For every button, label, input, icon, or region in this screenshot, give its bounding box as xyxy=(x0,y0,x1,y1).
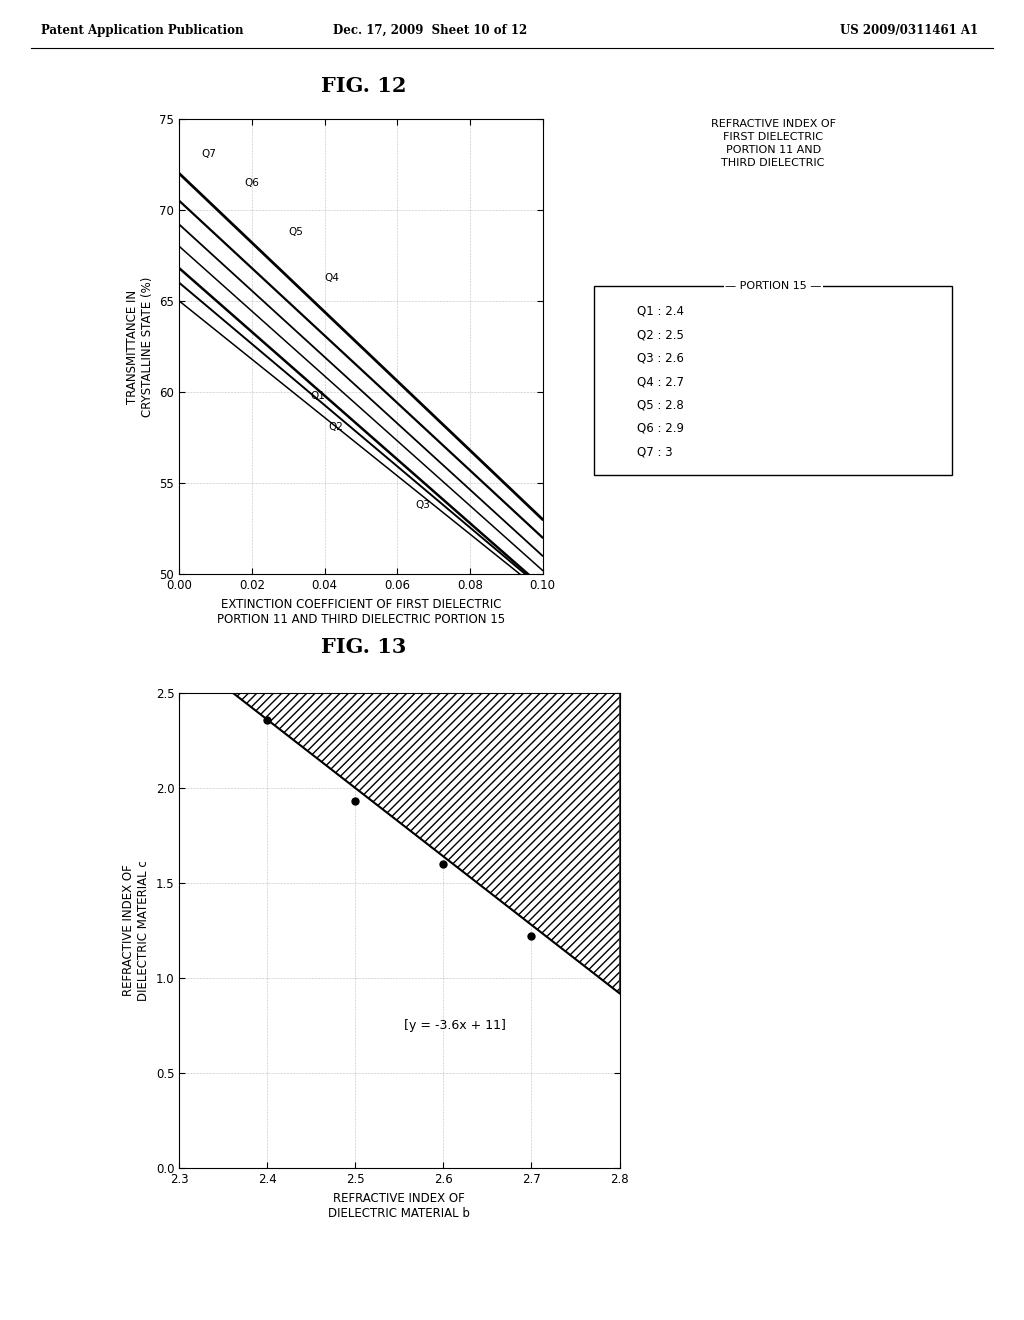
Text: Q3: Q3 xyxy=(416,500,430,511)
Text: Q7 : 3: Q7 : 3 xyxy=(637,445,673,458)
Text: US 2009/0311461 A1: US 2009/0311461 A1 xyxy=(840,24,978,37)
Text: Q5: Q5 xyxy=(289,227,303,238)
Y-axis label: REFRACTIVE INDEX OF
DIELECTRIC MATERIAL c: REFRACTIVE INDEX OF DIELECTRIC MATERIAL … xyxy=(122,861,151,1001)
Text: Q6 : 2.9: Q6 : 2.9 xyxy=(637,422,684,434)
Text: Dec. 17, 2009  Sheet 10 of 12: Dec. 17, 2009 Sheet 10 of 12 xyxy=(333,24,527,37)
Text: Patent Application Publication: Patent Application Publication xyxy=(41,24,244,37)
Text: Q2: Q2 xyxy=(329,422,343,432)
Text: — PORTION 15 —: — PORTION 15 — xyxy=(725,281,821,292)
Text: Q2 : 2.5: Q2 : 2.5 xyxy=(637,329,684,341)
X-axis label: EXTINCTION COEFFICIENT OF FIRST DIELECTRIC
PORTION 11 AND THIRD DIELECTRIC PORTI: EXTINCTION COEFFICIENT OF FIRST DIELECTR… xyxy=(217,598,505,626)
Text: FIG. 13: FIG. 13 xyxy=(321,636,407,657)
Text: Q4: Q4 xyxy=(325,273,340,282)
Text: Q5 : 2.8: Q5 : 2.8 xyxy=(637,399,684,412)
Y-axis label: TRANSMITTANCE IN
CRYSTALLINE STATE (%): TRANSMITTANCE IN CRYSTALLINE STATE (%) xyxy=(126,276,154,417)
X-axis label: REFRACTIVE INDEX OF
DIELECTRIC MATERIAL b: REFRACTIVE INDEX OF DIELECTRIC MATERIAL … xyxy=(329,1192,470,1220)
Text: Q1 : 2.4: Q1 : 2.4 xyxy=(637,305,684,318)
Text: Q6: Q6 xyxy=(245,178,259,187)
Text: [y = -3.6x + 11]: [y = -3.6x + 11] xyxy=(403,1019,506,1032)
Bar xyxy=(594,286,952,475)
Text: Q1: Q1 xyxy=(310,391,325,401)
Text: Q4 : 2.7: Q4 : 2.7 xyxy=(637,375,684,388)
Polygon shape xyxy=(233,693,620,994)
Text: REFRACTIVE INDEX OF
FIRST DIELECTRIC
PORTION 11 AND
THIRD DIELECTRIC: REFRACTIVE INDEX OF FIRST DIELECTRIC POR… xyxy=(711,119,836,169)
Text: Q7: Q7 xyxy=(201,149,216,158)
Text: Q3 : 2.6: Q3 : 2.6 xyxy=(637,351,684,364)
Text: FIG. 12: FIG. 12 xyxy=(321,75,407,96)
